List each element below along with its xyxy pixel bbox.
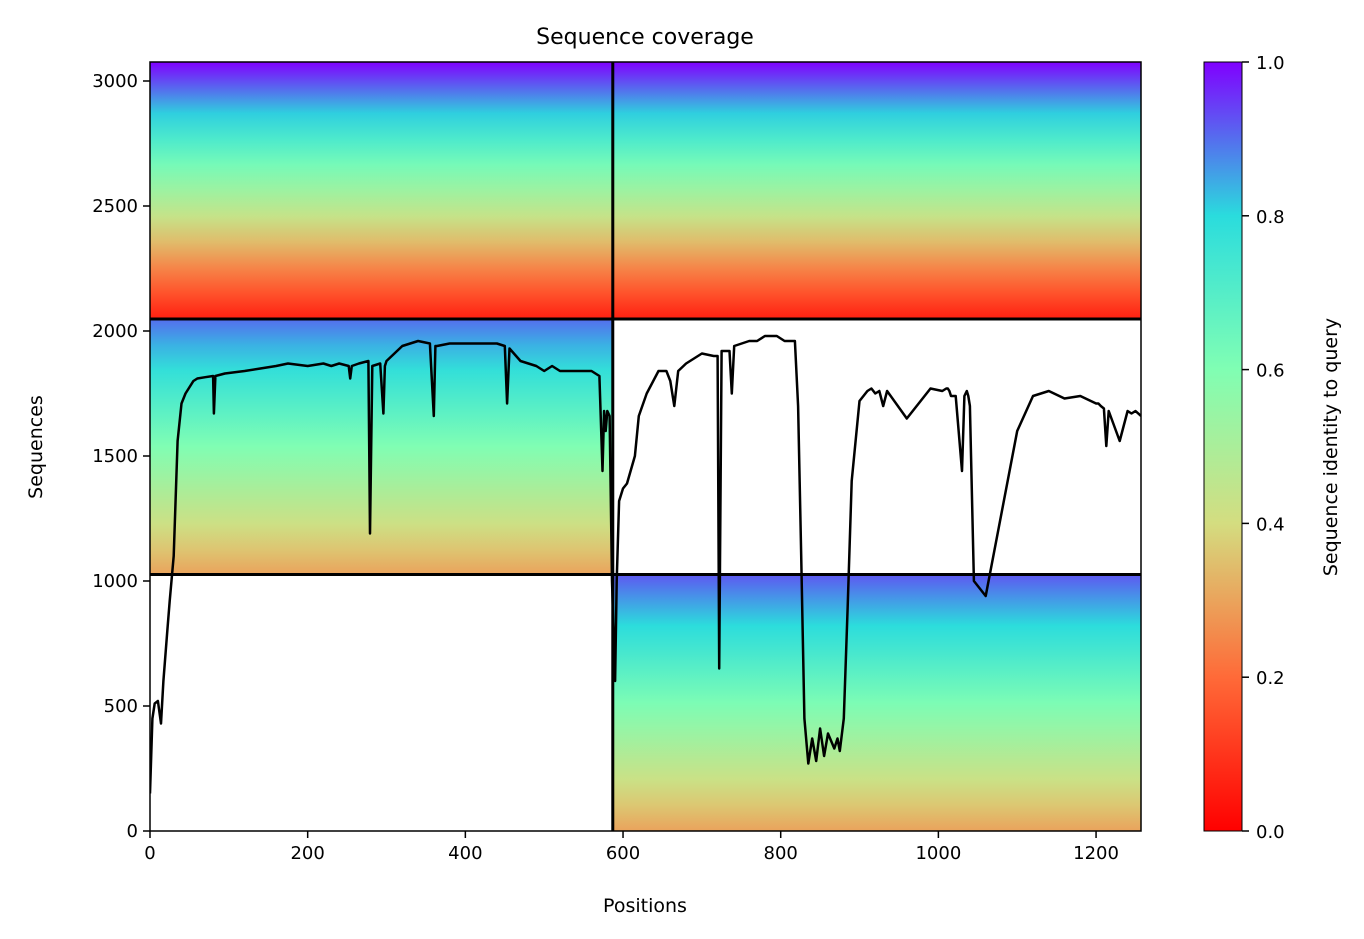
block-dividers: [150, 62, 1141, 831]
y-tick-label: 0: [127, 821, 138, 842]
colorbar: [1203, 61, 1243, 832]
colorbar-tick-label: 0.4: [1256, 514, 1285, 535]
y-tick-label: 500: [104, 696, 138, 717]
x-tick-label: 600: [606, 843, 640, 864]
y-axis-label: Sequences: [25, 395, 47, 499]
colorbar-ticks: 0.0 0.2 0.4 0.6 0.8 1.0: [1242, 53, 1285, 843]
colorbar-tick-label: 0.0: [1256, 822, 1285, 843]
coverage-block: [150, 62, 1141, 319]
y-axis: 0 500 1000 1500 2000 2500 3000: [92, 71, 150, 842]
x-tick-label: 400: [448, 843, 482, 864]
chart-title: Sequence coverage: [536, 25, 754, 50]
colorbar-tick-label: 1.0: [1256, 53, 1285, 74]
x-tick-label: 1200: [1073, 843, 1119, 864]
colorbar-tick-label: 0.6: [1256, 361, 1285, 382]
x-tick-label: 0: [144, 843, 155, 864]
coverage-blocks: [150, 62, 1141, 831]
x-tick-label: 200: [290, 843, 324, 864]
x-axis-label: Positions: [603, 895, 687, 917]
colorbar-label: Sequence identity to query: [1320, 318, 1342, 576]
x-tick-label: 1000: [915, 843, 961, 864]
y-tick-label: 2000: [92, 321, 138, 342]
plot-frame: [149, 61, 1142, 832]
x-axis: 0 200 400 600 800 1000 1200: [144, 831, 1119, 864]
colorbar-tick-label: 0.8: [1256, 207, 1285, 228]
y-tick-label: 1000: [92, 571, 138, 592]
y-tick-label: 3000: [92, 71, 138, 92]
coverage-line: [150, 334, 1141, 794]
coverage-block: [150, 319, 613, 575]
y-tick-label: 1500: [92, 446, 138, 467]
y-tick-label: 2500: [92, 196, 138, 217]
x-tick-label: 800: [764, 843, 798, 864]
plot-area: [150, 62, 1141, 831]
colorbar-tick-label: 0.2: [1256, 668, 1285, 689]
coverage-block: [612, 574, 1141, 831]
